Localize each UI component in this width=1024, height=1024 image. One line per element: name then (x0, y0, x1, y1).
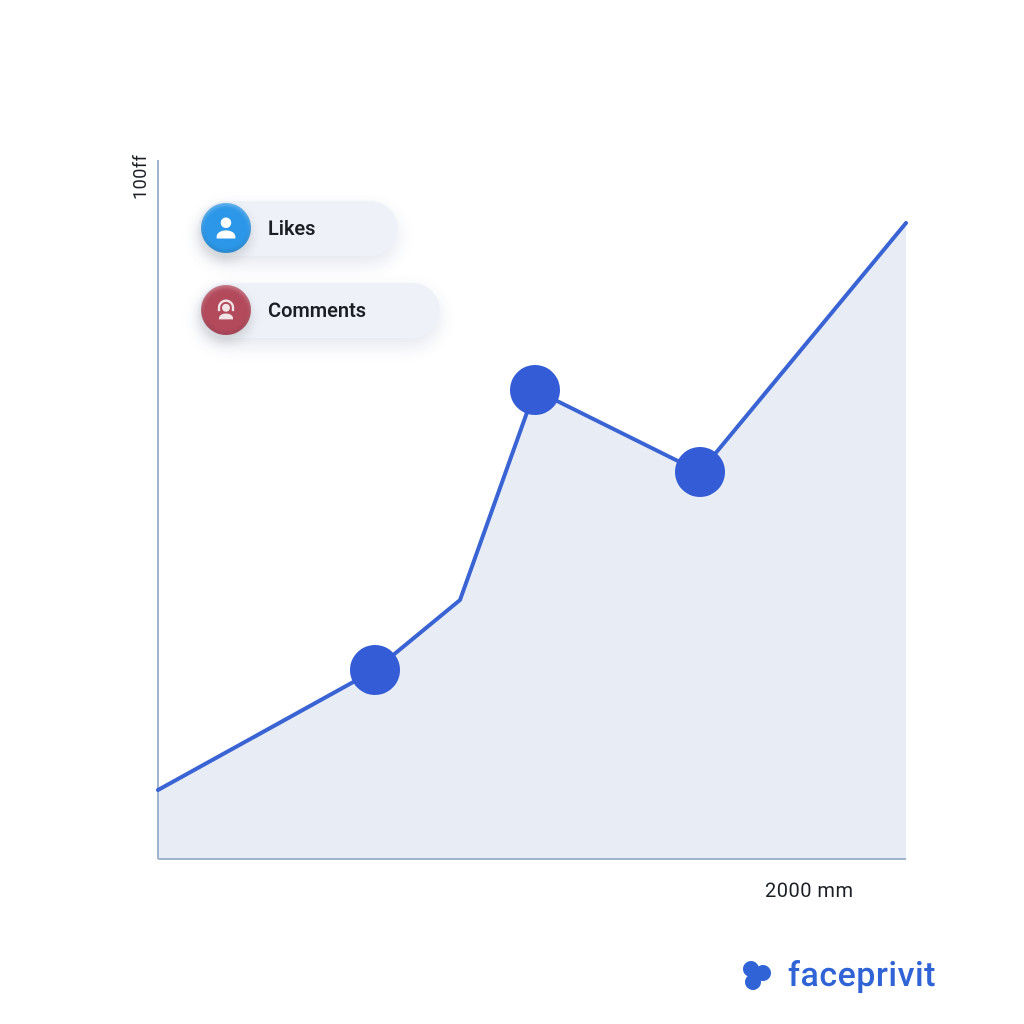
headset-person-icon (201, 285, 251, 335)
chart-marker[interactable] (510, 365, 560, 415)
legend-item-likes[interactable]: Likes (198, 200, 398, 256)
engagement-line-chart (0, 0, 1024, 1024)
brand-footer: faceprivit (738, 955, 936, 995)
person-icon (201, 203, 251, 253)
y-axis-label: 100ff (130, 155, 151, 200)
legend-label-comments: Comments (268, 298, 366, 322)
brand-name: faceprivit (788, 955, 936, 995)
x-axis-label: 2000 mm (765, 878, 854, 902)
chart-marker[interactable] (675, 447, 725, 497)
legend-item-comments[interactable]: Comments (198, 282, 440, 338)
legend-label-likes: Likes (268, 216, 315, 240)
chart-legend: Likes Comments (198, 200, 440, 338)
brand-logo-icon (738, 956, 776, 994)
chart-marker[interactable] (350, 645, 400, 695)
chart-card: 100ff 2000 mm Likes Comments (0, 0, 1024, 1024)
